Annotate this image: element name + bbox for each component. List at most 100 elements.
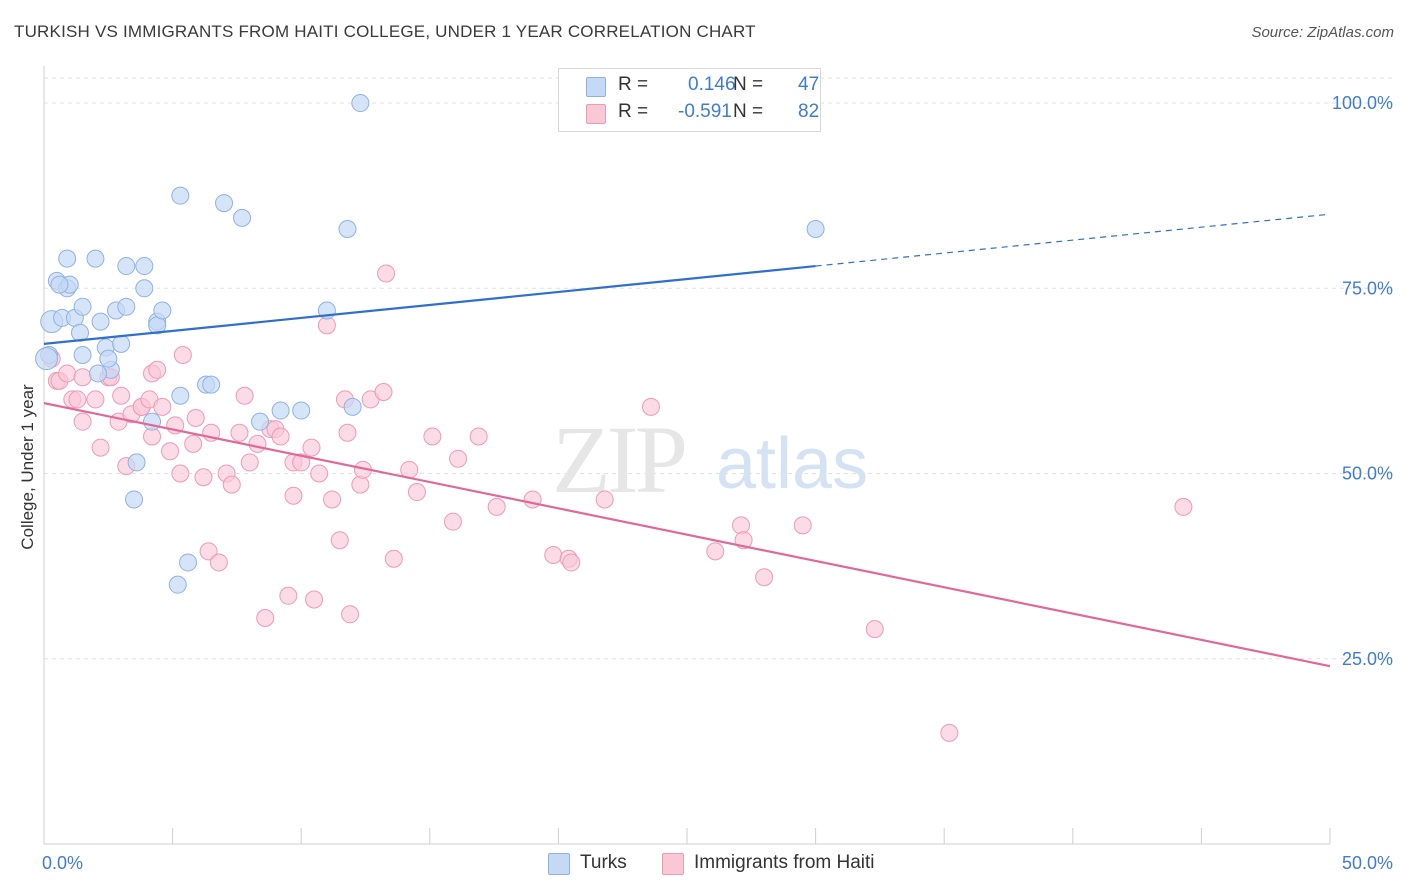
watermark-atlas: atlas [716,424,868,504]
gridlines [44,77,1395,660]
turks-point [91,312,110,331]
turks-point [179,553,198,572]
n-value: 82 [798,101,820,122]
turks-point [351,94,370,113]
haiti-point [91,438,110,457]
y-tick-label: 50.0% [1342,464,1393,484]
turks-point [73,345,92,364]
turks-swatch [586,77,606,97]
x-tick-label: 50.0% [1342,853,1393,873]
haiti-point [194,468,213,487]
turks-point [89,364,108,383]
turks-point [117,257,136,276]
haiti-point [755,568,774,587]
haiti-point [341,605,360,624]
y-tick-label: 75.0% [1342,278,1393,298]
haiti-point [793,516,812,535]
turks-point [153,301,172,320]
x-tick-label: 0.0% [42,853,83,873]
haiti-point [73,368,92,387]
haiti-series [42,264,1193,742]
haiti-point [940,723,959,742]
y-tick-label: 100.0% [1332,93,1393,113]
turks-point [806,220,825,239]
haiti-point [230,423,249,442]
haiti-point [562,553,581,572]
turks-point [135,257,154,276]
haiti-point [595,490,614,509]
haiti-point [153,397,172,416]
haiti-point [732,516,751,535]
turks-point [35,347,59,371]
stats-legend: R = 0.146 N = 47 R = -0.591 N = 82 [558,68,821,132]
haiti-point [279,586,298,605]
turks-point [215,194,234,213]
turks-trend-extension [815,213,1331,267]
turks-point [135,279,154,298]
y-tick-label: 25.0% [1342,649,1393,669]
n-value: 47 [798,74,820,95]
haiti-point [706,542,725,561]
page-title: TURKISH VS IMMIGRANTS FROM HAITI COLLEGE… [14,22,756,41]
haiti-point [305,590,324,609]
legend-label: Immigrants from Haiti [694,852,875,873]
turks-point [99,349,118,368]
turks-point [86,249,105,268]
legend-label: Turks [580,852,627,873]
turks-point [125,490,144,509]
haiti-point [161,442,180,461]
haiti-point [271,427,290,446]
haiti-point [338,423,357,442]
haiti-point [173,345,192,364]
haiti-point [377,264,396,283]
haiti-point [384,549,403,568]
haiti-swatch [586,104,606,124]
haiti-swatch [662,853,684,875]
haiti-point [248,434,267,453]
haiti-point [222,475,241,494]
turks-swatch [548,853,570,875]
haiti-point [112,386,131,405]
haiti-point [449,449,468,468]
turks-point [202,375,221,394]
turks-point [251,412,270,431]
n-label: N = [733,101,764,122]
haiti-point [68,390,87,409]
haiti-point [865,620,884,639]
haiti-point [199,542,218,561]
turks-point [117,297,136,316]
trend-lines [43,213,1331,668]
r-label: R = [618,74,649,95]
turks-series [35,94,825,594]
haiti-point [351,475,370,494]
haiti-point [330,531,349,550]
turks-point [343,397,362,416]
turks-point [271,401,290,420]
haiti-point [407,483,426,502]
haiti-point [86,390,105,409]
haiti-point [235,386,254,405]
haiti-point [148,360,167,379]
watermark-zip: ZIP [552,406,685,513]
turks-point [58,249,77,268]
haiti-point [284,486,303,505]
haiti-point [423,427,442,446]
r-value: -0.591 [678,101,732,122]
turks-point [171,186,190,205]
haiti-point [73,412,92,431]
turks-point [292,401,311,420]
haiti-trend-line [43,402,1331,668]
n-label: N = [733,74,764,95]
turks-point [171,386,190,405]
haiti-point [487,497,506,516]
turks-point [112,334,131,353]
haiti-point [209,553,228,572]
haiti-point [323,490,342,509]
haiti-point [469,427,488,446]
haiti-point [443,512,462,531]
turks-point [50,275,69,294]
r-label: R = [618,101,649,122]
haiti-point [544,546,563,565]
haiti-point [240,453,259,472]
